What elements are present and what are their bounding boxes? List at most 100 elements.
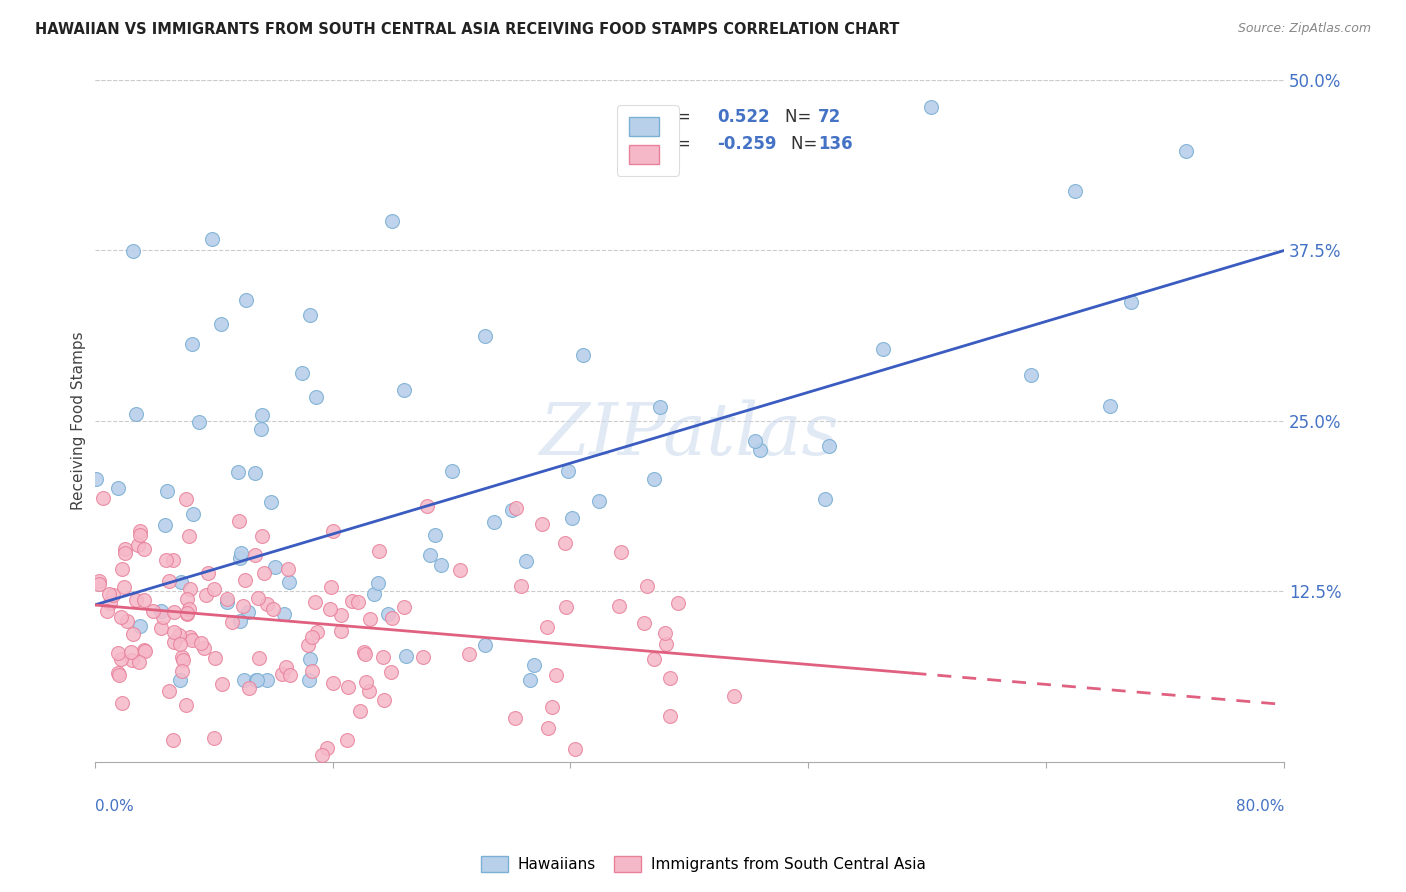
Point bbox=[221, 615, 243, 629]
Point bbox=[122, 627, 145, 641]
Point bbox=[537, 721, 560, 735]
Point bbox=[256, 673, 278, 687]
Point bbox=[228, 515, 250, 529]
Point bbox=[93, 491, 115, 505]
Point bbox=[162, 553, 184, 567]
Point bbox=[87, 574, 110, 588]
Point bbox=[235, 293, 257, 307]
Point bbox=[353, 647, 375, 661]
Point bbox=[557, 464, 579, 478]
Y-axis label: Receiving Food Stamps: Receiving Food Stamps bbox=[72, 332, 86, 510]
Point bbox=[315, 740, 337, 755]
Point bbox=[169, 628, 191, 642]
Point bbox=[176, 606, 198, 620]
Point bbox=[318, 602, 340, 616]
Point bbox=[380, 665, 402, 679]
Point bbox=[170, 574, 193, 589]
Point bbox=[163, 625, 186, 640]
Point bbox=[419, 548, 441, 562]
Point bbox=[392, 383, 415, 397]
Point bbox=[107, 665, 129, 680]
Point bbox=[814, 492, 837, 507]
Point bbox=[329, 624, 352, 638]
Point bbox=[356, 675, 378, 690]
Text: N=: N= bbox=[785, 108, 817, 126]
Point bbox=[278, 574, 301, 589]
Point bbox=[134, 644, 156, 658]
Point bbox=[381, 213, 404, 227]
Point bbox=[262, 602, 284, 616]
Text: 0.0%: 0.0% bbox=[94, 799, 134, 814]
Point bbox=[541, 699, 564, 714]
Point bbox=[342, 594, 364, 608]
Point bbox=[101, 588, 124, 602]
Point bbox=[564, 741, 586, 756]
Point bbox=[179, 582, 201, 597]
Point bbox=[127, 538, 149, 552]
Point bbox=[176, 698, 198, 712]
Point bbox=[654, 626, 676, 640]
Point bbox=[250, 422, 273, 436]
Point bbox=[226, 465, 249, 479]
Point bbox=[260, 495, 283, 509]
Point bbox=[523, 658, 546, 673]
Point bbox=[245, 549, 267, 563]
Point bbox=[519, 673, 541, 687]
Point bbox=[114, 546, 136, 560]
Point bbox=[271, 666, 294, 681]
Point bbox=[503, 711, 526, 725]
Legend: , : , bbox=[617, 105, 679, 176]
Point bbox=[373, 693, 395, 707]
Point bbox=[474, 638, 496, 652]
Point bbox=[217, 595, 239, 609]
Text: R =: R = bbox=[659, 108, 696, 126]
Point bbox=[229, 550, 252, 565]
Point bbox=[322, 676, 344, 690]
Point bbox=[229, 546, 252, 560]
Point bbox=[474, 329, 496, 343]
Point bbox=[110, 610, 132, 624]
Point bbox=[607, 599, 630, 614]
Point bbox=[112, 580, 135, 594]
Point bbox=[156, 483, 179, 498]
Point bbox=[643, 652, 665, 666]
Point bbox=[114, 541, 136, 556]
Point bbox=[129, 619, 152, 633]
Point bbox=[238, 681, 260, 696]
Point bbox=[202, 582, 225, 596]
Point bbox=[572, 348, 595, 362]
Point bbox=[659, 672, 682, 686]
Point bbox=[363, 587, 385, 601]
Point bbox=[666, 596, 689, 610]
Point bbox=[1119, 294, 1142, 309]
Point bbox=[132, 542, 155, 557]
Point bbox=[1099, 399, 1122, 413]
Point bbox=[430, 558, 453, 573]
Point bbox=[349, 704, 371, 718]
Point bbox=[209, 317, 232, 331]
Point bbox=[359, 684, 381, 698]
Point bbox=[232, 599, 254, 613]
Point bbox=[636, 579, 658, 593]
Point bbox=[134, 593, 156, 607]
Point bbox=[256, 597, 278, 611]
Point bbox=[194, 589, 217, 603]
Point bbox=[246, 673, 269, 687]
Point bbox=[304, 594, 326, 608]
Point bbox=[1019, 368, 1042, 382]
Point bbox=[107, 668, 129, 682]
Point bbox=[412, 649, 434, 664]
Point bbox=[111, 696, 134, 710]
Point bbox=[204, 651, 226, 665]
Point bbox=[449, 563, 471, 577]
Point bbox=[152, 609, 174, 624]
Point bbox=[1175, 144, 1198, 158]
Point bbox=[129, 528, 152, 542]
Point bbox=[229, 615, 252, 629]
Point bbox=[554, 600, 576, 615]
Point bbox=[179, 630, 201, 644]
Point bbox=[297, 638, 319, 652]
Point bbox=[305, 624, 328, 639]
Point bbox=[247, 591, 270, 605]
Point bbox=[245, 673, 267, 687]
